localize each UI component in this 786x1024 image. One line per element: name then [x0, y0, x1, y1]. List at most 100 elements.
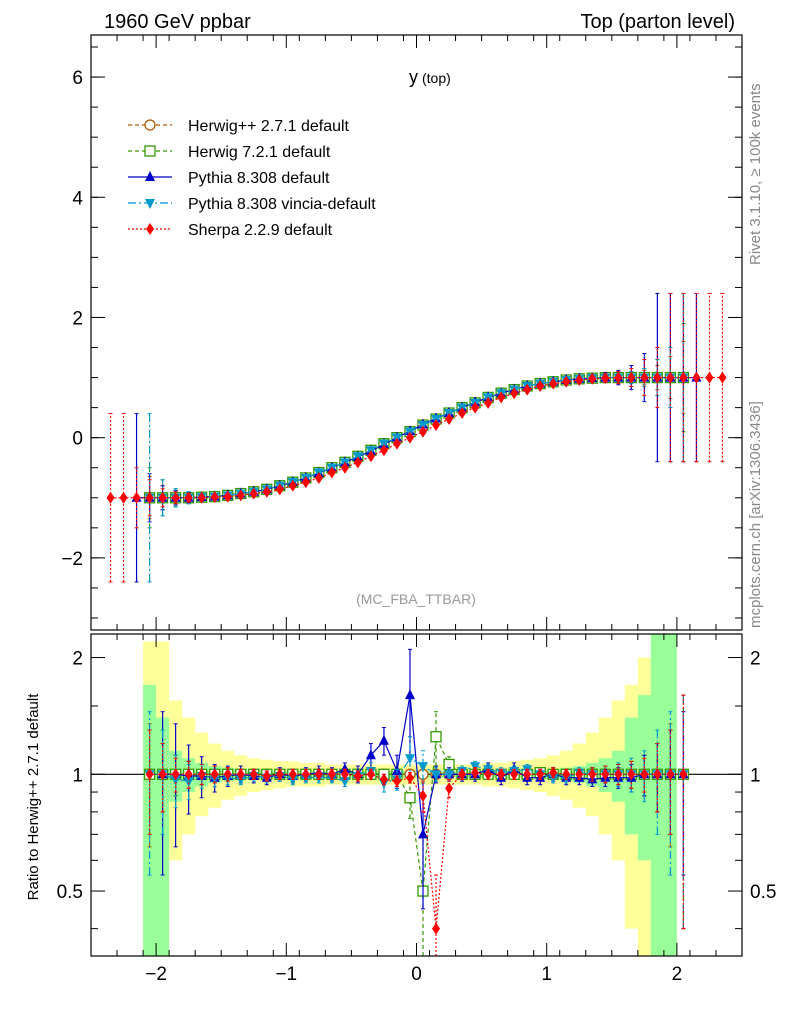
data-point — [653, 371, 662, 384]
series-line — [149, 376, 684, 499]
data-point — [223, 768, 232, 781]
data-point — [366, 450, 375, 463]
data-point — [366, 768, 375, 781]
data-point — [523, 768, 532, 781]
data-point — [144, 119, 156, 131]
data-point — [145, 199, 155, 209]
data-point — [145, 171, 155, 181]
data-point — [106, 491, 115, 504]
data-point — [327, 466, 336, 479]
legend-item: Pythia 8.308 vincia-default — [128, 196, 376, 213]
y-tick-label: 2 — [72, 649, 83, 670]
data-point — [404, 689, 415, 700]
data-point — [548, 773, 559, 784]
x-tick-label: 1 — [541, 964, 552, 985]
y-tick-label-right: 2 — [750, 649, 761, 670]
x-tick-label: 2 — [672, 964, 683, 985]
data-point — [288, 768, 297, 781]
data-point — [249, 768, 258, 781]
data-point — [640, 371, 649, 384]
data-point — [262, 485, 271, 498]
data-point — [484, 768, 493, 781]
data-point — [692, 371, 701, 384]
data-point — [146, 223, 154, 235]
data-point — [314, 471, 323, 484]
data-point — [171, 491, 180, 504]
data-point — [430, 731, 442, 743]
plot-title-sub: (top) — [422, 70, 451, 86]
rivet-version-label: Rivet 3.1.10, ≥ 100k events — [747, 83, 764, 265]
data-point — [119, 491, 128, 504]
data-point — [627, 371, 636, 384]
data-point — [144, 145, 156, 157]
data-point — [170, 775, 181, 786]
legend-label: Herwig++ 2.7.1 default — [188, 118, 350, 135]
data-point — [301, 768, 310, 781]
y-tick-label: 2 — [72, 308, 83, 329]
data-point — [484, 396, 493, 409]
data-point — [536, 379, 545, 392]
y-tick-label-right: 1 — [750, 765, 761, 786]
data-point — [588, 768, 597, 781]
data-point — [236, 489, 245, 502]
plot-title: y — [409, 67, 418, 87]
data-point — [236, 768, 245, 781]
x-tick-label: −1 — [275, 964, 297, 985]
data-point — [458, 768, 467, 781]
legend-item: Herwig 7.2.1 default — [128, 144, 331, 161]
y-tick-label: 1 — [72, 765, 83, 786]
data-point — [458, 407, 467, 420]
data-point — [575, 373, 584, 386]
series-sherpa-2-2-9-default — [145, 694, 688, 957]
data-point — [339, 777, 350, 788]
x-tick-label: −2 — [145, 964, 167, 985]
data-point — [314, 768, 323, 781]
data-point — [497, 768, 506, 781]
header-left: 1960 GeV ppbar — [104, 11, 251, 33]
legend-item: Pythia 8.308 default — [128, 170, 330, 187]
data-point — [183, 777, 194, 788]
data-point — [627, 768, 636, 781]
data-point — [549, 766, 558, 779]
ratio-y-axis-label: Ratio to Herwig++ 2.7.1 default — [25, 693, 42, 901]
data-point — [288, 479, 297, 492]
ratio-plot-panel: −2 −1 0 1 2 0.5 0.5 1 1 2 2 Ratio to Herwig++ 2.7.… — [25, 633, 776, 985]
data-point — [405, 771, 414, 784]
data-point — [210, 491, 219, 504]
data-point — [132, 491, 141, 504]
data-point — [235, 775, 246, 786]
data-point — [210, 768, 219, 781]
ratio-axes: −2 −1 0 1 2 0.5 0.5 1 1 2 2 — [57, 633, 776, 985]
data-point — [184, 768, 193, 781]
data-point — [418, 762, 429, 773]
data-point — [431, 770, 442, 781]
data-point — [404, 754, 415, 765]
series-line — [110, 376, 723, 499]
data-point — [653, 768, 662, 781]
series-line — [149, 376, 684, 499]
data-point — [379, 444, 388, 457]
data-point — [158, 491, 167, 504]
data-point — [575, 768, 584, 781]
data-point — [432, 419, 441, 432]
main-axes: −2 0 2 4 6 — [61, 34, 743, 631]
legend-label: Pythia 8.308 default — [188, 170, 330, 187]
source-label: mcplots.cern.ch [arXiv:1306.3436] — [747, 401, 764, 628]
data-point — [523, 383, 532, 396]
data-point — [353, 456, 362, 469]
data-point — [614, 371, 623, 384]
data-point — [679, 768, 688, 781]
data-point — [445, 782, 454, 795]
data-point — [640, 768, 649, 781]
series-sherpa-2-2-9-default — [106, 292, 727, 583]
data-point — [549, 377, 558, 390]
y-tick-label: 0.5 — [57, 882, 83, 903]
data-point — [419, 789, 428, 802]
data-point — [679, 371, 688, 384]
data-point — [145, 768, 154, 781]
data-point — [471, 401, 480, 414]
data-point — [432, 922, 441, 935]
data-point — [705, 371, 714, 384]
legend-label: Sherpa 2.2.9 default — [188, 222, 333, 239]
